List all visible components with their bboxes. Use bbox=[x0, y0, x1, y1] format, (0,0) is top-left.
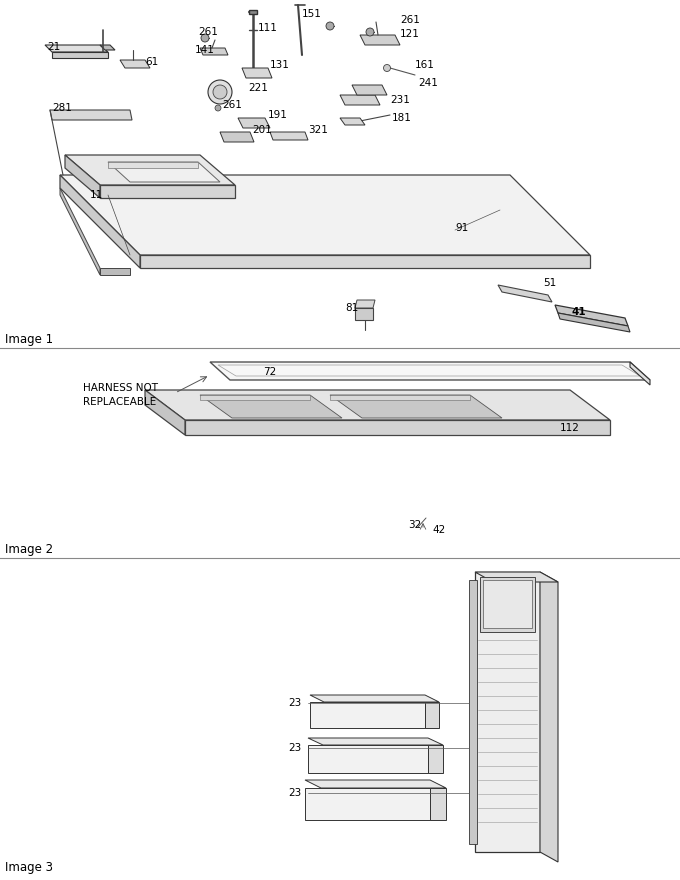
Text: 21: 21 bbox=[47, 42, 61, 52]
Text: HARNESS NOT: HARNESS NOT bbox=[83, 383, 158, 393]
Polygon shape bbox=[185, 420, 610, 435]
Text: 131: 131 bbox=[270, 60, 290, 70]
Text: 61: 61 bbox=[145, 57, 158, 67]
Polygon shape bbox=[220, 132, 254, 142]
Text: 281: 281 bbox=[52, 103, 72, 113]
Polygon shape bbox=[108, 162, 198, 168]
Circle shape bbox=[215, 105, 221, 111]
Polygon shape bbox=[50, 110, 132, 120]
Polygon shape bbox=[65, 155, 100, 198]
Polygon shape bbox=[249, 10, 257, 14]
Polygon shape bbox=[45, 45, 108, 52]
Polygon shape bbox=[65, 155, 235, 185]
Text: 201: 201 bbox=[252, 125, 272, 135]
Polygon shape bbox=[330, 395, 470, 400]
Text: 151: 151 bbox=[302, 9, 322, 19]
Text: 51: 51 bbox=[543, 278, 556, 288]
Text: 111: 111 bbox=[258, 23, 278, 33]
Polygon shape bbox=[270, 132, 308, 140]
Polygon shape bbox=[100, 45, 115, 50]
Circle shape bbox=[326, 22, 334, 30]
Polygon shape bbox=[108, 162, 220, 182]
Bar bbox=[475, 572, 540, 852]
Polygon shape bbox=[360, 35, 400, 45]
Polygon shape bbox=[555, 305, 628, 326]
Polygon shape bbox=[52, 52, 108, 58]
Text: Image 2: Image 2 bbox=[5, 543, 53, 556]
Polygon shape bbox=[200, 395, 342, 418]
Text: 42: 42 bbox=[432, 525, 445, 535]
Polygon shape bbox=[60, 175, 140, 268]
Text: 81: 81 bbox=[345, 303, 358, 313]
Polygon shape bbox=[100, 185, 235, 198]
Polygon shape bbox=[630, 362, 650, 385]
Polygon shape bbox=[330, 395, 502, 418]
Text: 231: 231 bbox=[390, 95, 410, 105]
Polygon shape bbox=[120, 60, 150, 68]
Polygon shape bbox=[498, 285, 552, 302]
Bar bbox=[305, 788, 430, 820]
Text: Image 3: Image 3 bbox=[5, 861, 53, 874]
Polygon shape bbox=[60, 175, 590, 255]
Polygon shape bbox=[425, 702, 439, 728]
Text: Image 1: Image 1 bbox=[5, 333, 53, 346]
Polygon shape bbox=[352, 85, 387, 95]
Polygon shape bbox=[210, 362, 650, 380]
Polygon shape bbox=[200, 395, 310, 400]
Polygon shape bbox=[60, 188, 100, 275]
Text: 23: 23 bbox=[288, 788, 301, 798]
Circle shape bbox=[208, 80, 232, 104]
Text: 23: 23 bbox=[288, 743, 301, 753]
Text: 72: 72 bbox=[263, 367, 276, 377]
Polygon shape bbox=[200, 48, 228, 55]
Polygon shape bbox=[540, 572, 558, 862]
Polygon shape bbox=[340, 118, 365, 125]
Text: 191: 191 bbox=[268, 110, 288, 120]
Polygon shape bbox=[428, 745, 443, 773]
Bar bbox=[483, 580, 532, 628]
Polygon shape bbox=[140, 255, 590, 268]
Polygon shape bbox=[430, 788, 446, 820]
Polygon shape bbox=[310, 695, 439, 702]
Bar bbox=[469, 580, 477, 844]
Text: 261: 261 bbox=[400, 15, 420, 25]
Text: 161: 161 bbox=[415, 60, 435, 70]
Polygon shape bbox=[558, 313, 630, 332]
Text: 321: 321 bbox=[308, 125, 328, 135]
Polygon shape bbox=[100, 268, 130, 275]
Polygon shape bbox=[242, 68, 272, 78]
Circle shape bbox=[366, 28, 374, 36]
Polygon shape bbox=[475, 572, 558, 582]
Bar bbox=[480, 577, 535, 632]
Circle shape bbox=[201, 34, 209, 42]
Text: 141: 141 bbox=[195, 45, 215, 55]
Bar bbox=[308, 745, 428, 773]
Polygon shape bbox=[145, 390, 185, 435]
Text: 221: 221 bbox=[248, 83, 268, 93]
Text: REPLACEABLE: REPLACEABLE bbox=[83, 397, 156, 407]
Text: 261: 261 bbox=[198, 27, 218, 37]
Circle shape bbox=[213, 85, 227, 99]
Text: 41: 41 bbox=[572, 307, 587, 317]
Bar bbox=[310, 702, 425, 728]
Text: 121: 121 bbox=[400, 29, 420, 39]
Text: 241: 241 bbox=[418, 78, 438, 88]
Polygon shape bbox=[308, 738, 443, 745]
Text: 23: 23 bbox=[288, 698, 301, 708]
Text: 261: 261 bbox=[222, 100, 242, 110]
Polygon shape bbox=[355, 300, 375, 308]
Polygon shape bbox=[340, 95, 380, 105]
Polygon shape bbox=[218, 365, 640, 376]
Text: 181: 181 bbox=[392, 113, 412, 123]
Text: 112: 112 bbox=[560, 423, 580, 433]
Polygon shape bbox=[145, 390, 610, 420]
Text: 32: 32 bbox=[408, 520, 421, 530]
Polygon shape bbox=[305, 780, 446, 788]
Text: 11: 11 bbox=[90, 190, 103, 200]
Polygon shape bbox=[238, 118, 270, 128]
Circle shape bbox=[384, 64, 390, 71]
Polygon shape bbox=[355, 308, 373, 320]
Text: 91: 91 bbox=[455, 223, 469, 233]
